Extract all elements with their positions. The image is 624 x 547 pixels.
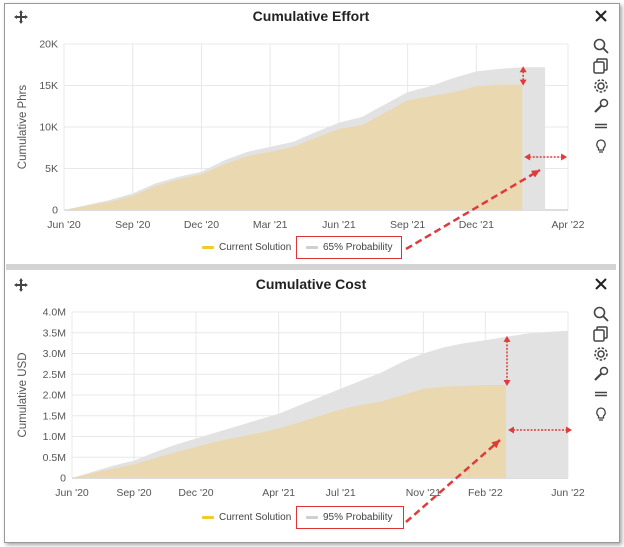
x-tick-label: Dec '20 xyxy=(178,487,213,499)
y-tick-label: 0.5M xyxy=(43,452,66,464)
x-tick-label: Dec '20 xyxy=(184,219,219,231)
x-tick-label: Sep '20 xyxy=(116,487,151,499)
annotation-highlight-box xyxy=(296,236,402,259)
x-tick-label: Jun '22 xyxy=(551,487,585,499)
gear-icon[interactable] xyxy=(592,77,610,95)
copy-icon[interactable] xyxy=(592,57,610,75)
x-tick-label: Sep '20 xyxy=(115,219,150,231)
close-icon[interactable] xyxy=(594,277,608,291)
y-axis-label: Cumulative Phrs xyxy=(17,85,29,170)
chart-toolbar xyxy=(592,37,610,157)
legend-item-probability[interactable]: 65% Probability xyxy=(306,242,392,253)
y-tick-label: 1.5M xyxy=(43,410,66,422)
menu-icon[interactable] xyxy=(592,385,610,403)
x-tick-label: Feb '22 xyxy=(468,487,503,499)
gear-icon[interactable] xyxy=(592,345,610,363)
arrow-head xyxy=(519,66,527,73)
arrow-head xyxy=(508,426,514,434)
legend-label: Current Solution xyxy=(219,242,292,253)
x-tick-label: Nov '21 xyxy=(406,487,441,499)
search-icon[interactable] xyxy=(592,37,610,55)
y-tick-label: 20K xyxy=(39,39,58,51)
y-tick-label: 2.0M xyxy=(43,390,66,402)
legend-label: 95% Probability xyxy=(323,512,393,523)
effort-chart-plot: 0 5K 10K 15K 20K Jun '20 Sep '20 Dec '20 Mar '21… xyxy=(17,39,585,232)
x-tick-label: Jun '20 xyxy=(55,487,89,499)
move-icon[interactable] xyxy=(14,10,28,24)
search-icon[interactable] xyxy=(592,305,610,323)
y-axis-label: Cumulative USD xyxy=(17,353,29,438)
wrench-icon[interactable] xyxy=(592,365,610,383)
x-tick-label: Dec '21 xyxy=(459,219,494,231)
y-tick-label: 5K xyxy=(45,163,58,175)
cost-chart-panel: Cumulative Cost 0 0.5M 1.0M 1.5M 2.0M 2.5M 3.0… xyxy=(6,273,616,537)
annotation-highlight-box xyxy=(296,506,404,529)
x-tick-label: Jun '20 xyxy=(47,219,81,231)
move-icon[interactable] xyxy=(14,278,28,292)
arrow-head xyxy=(503,335,511,342)
arrow-head xyxy=(519,79,527,86)
area-current-solution xyxy=(72,385,506,478)
chart-toolbar xyxy=(592,305,610,425)
lightbulb-icon[interactable] xyxy=(592,137,610,155)
x-tick-label: Jun '21 xyxy=(322,219,356,231)
y-tick-label: 3.5M xyxy=(43,327,66,339)
arrow-head xyxy=(524,153,531,161)
legend-item-probability[interactable]: 95% Probability xyxy=(306,512,392,523)
effort-chart-panel: Cumulative Effort 0 5K 10K 15K 20K Jun '20 Sep… xyxy=(6,5,616,263)
y-tick-label: 2.5M xyxy=(43,369,66,381)
arrow-head xyxy=(503,380,511,387)
x-tick-label: Apr '22 xyxy=(552,219,585,231)
menu-icon[interactable] xyxy=(592,117,610,135)
legend-label: Current Solution xyxy=(219,512,292,523)
x-tick-label: Mar '21 xyxy=(253,219,288,231)
copy-icon[interactable] xyxy=(592,325,610,343)
y-tick-label: 0 xyxy=(60,473,66,485)
arrow-head xyxy=(561,153,568,161)
lightbulb-icon[interactable] xyxy=(592,405,610,423)
wrench-icon[interactable] xyxy=(592,97,610,115)
chart-title: Cumulative Cost xyxy=(255,276,367,292)
y-tick-label: 3.0M xyxy=(43,348,66,360)
y-tick-label: 10K xyxy=(39,122,58,134)
chart-title: Cumulative Effort xyxy=(252,8,370,24)
legend-label: 65% Probability xyxy=(323,242,393,253)
legend-item-current-solution[interactable]: Current Solution xyxy=(202,512,291,523)
panel-divider xyxy=(6,264,616,270)
close-icon[interactable] xyxy=(594,9,608,23)
arrow-head xyxy=(566,426,572,434)
y-tick-label: 0 xyxy=(52,205,58,217)
x-tick-label: Jul '21 xyxy=(326,487,356,499)
legend-item-current-solution[interactable]: Current Solution xyxy=(202,242,291,253)
cost-chart-plot: 0 0.5M 1.0M 1.5M 2.0M 2.5M 3.0M 3.5M 4.0M Jun '20… xyxy=(17,307,585,500)
x-tick-label: Apr '21 xyxy=(262,487,295,499)
y-tick-label: 1.0M xyxy=(43,431,66,443)
y-tick-label: 15K xyxy=(39,80,58,92)
y-tick-label: 4.0M xyxy=(43,307,66,319)
x-tick-label: Sep '21 xyxy=(390,219,425,231)
